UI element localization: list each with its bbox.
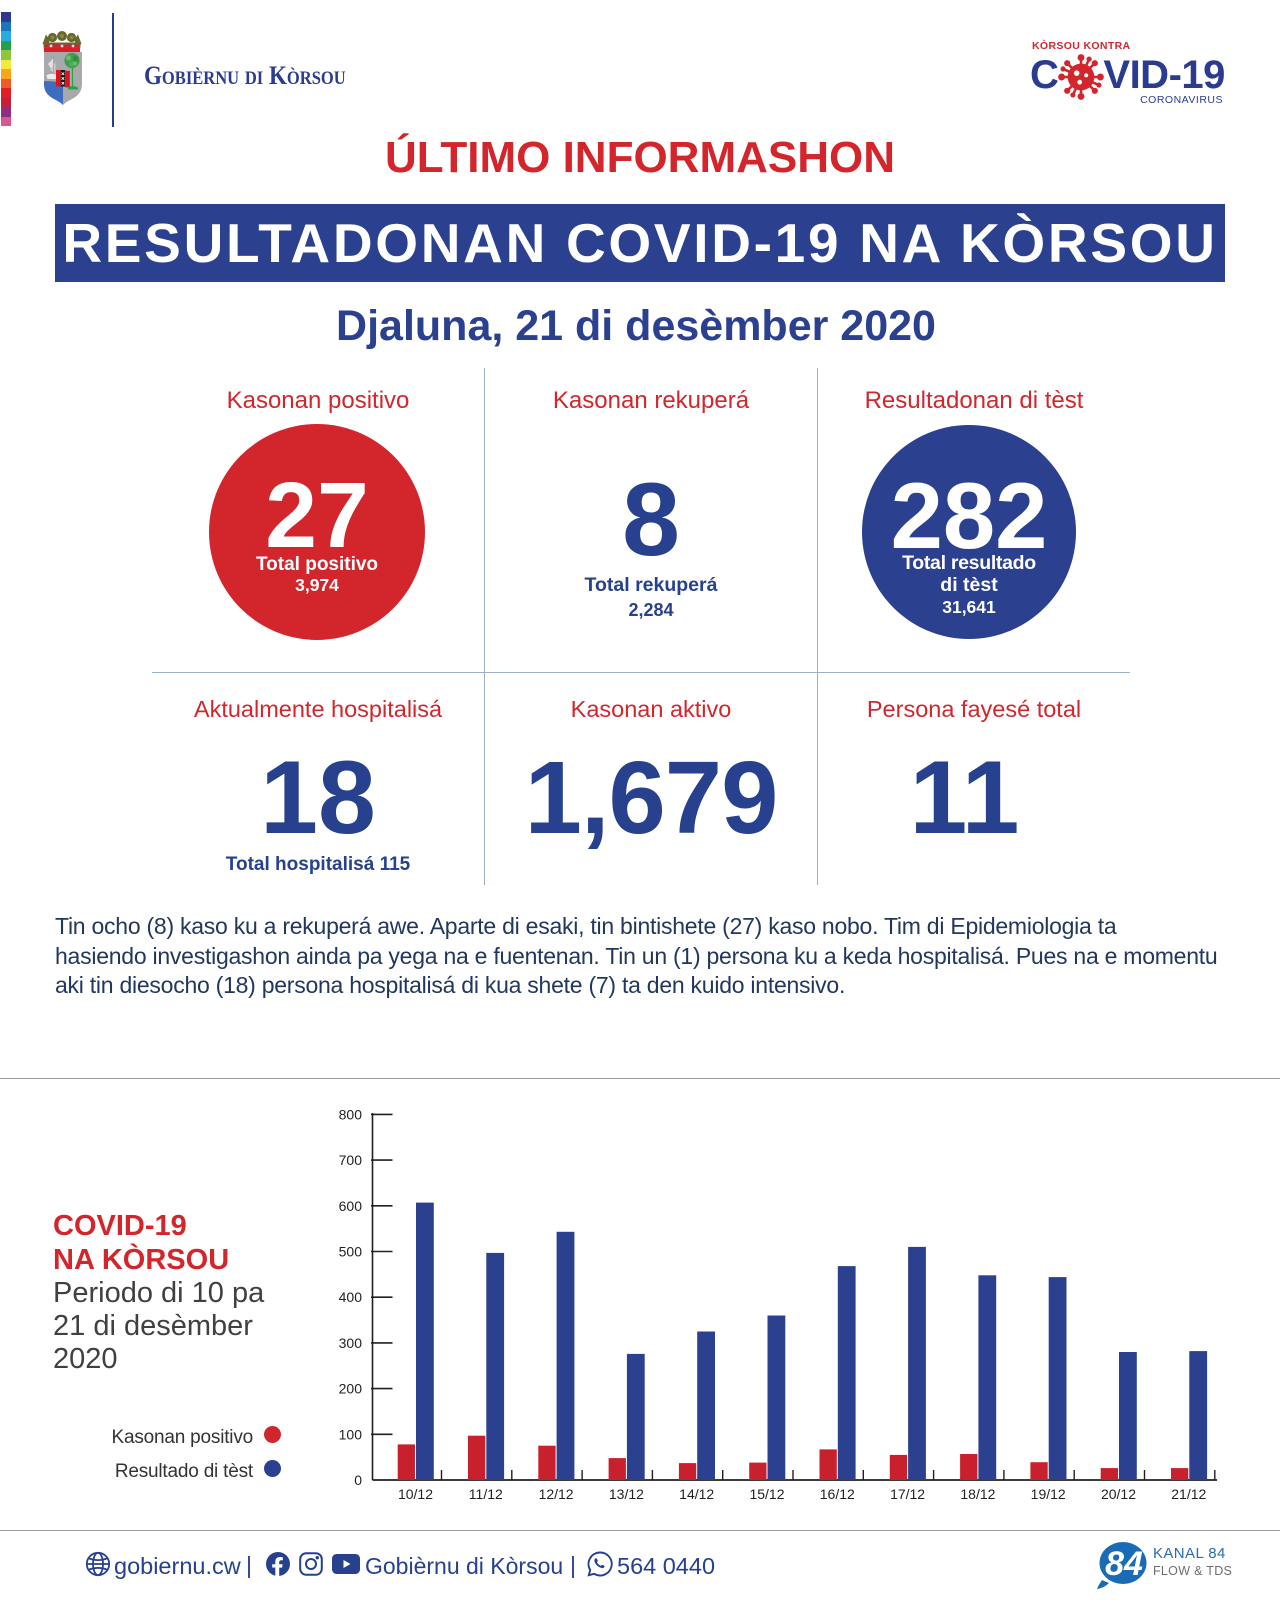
svg-text:21/12: 21/12 — [1171, 1486, 1206, 1502]
svg-text:15/12: 15/12 — [749, 1486, 784, 1502]
svg-text:600: 600 — [339, 1198, 363, 1214]
svg-text:16/12: 16/12 — [820, 1486, 855, 1502]
svg-text:800: 800 — [339, 1106, 363, 1122]
svg-text:200: 200 — [339, 1381, 363, 1397]
svg-text:100: 100 — [339, 1426, 363, 1442]
svg-text:18/12: 18/12 — [960, 1486, 995, 1502]
svg-text:700: 700 — [339, 1152, 363, 1168]
svg-text:FLOW & TDS: FLOW & TDS — [1153, 1564, 1232, 1578]
svg-text:14/12: 14/12 — [679, 1486, 714, 1502]
svg-text:20/12: 20/12 — [1101, 1486, 1136, 1502]
svg-text:300: 300 — [339, 1335, 363, 1351]
svg-text:400: 400 — [339, 1289, 363, 1305]
svg-text:12/12: 12/12 — [539, 1486, 574, 1502]
svg-text:10/12: 10/12 — [398, 1486, 433, 1502]
svg-text:500: 500 — [339, 1244, 363, 1260]
svg-text:0: 0 — [354, 1472, 362, 1488]
svg-text:KANAL 84: KANAL 84 — [1153, 1545, 1226, 1562]
svg-text:19/12: 19/12 — [1031, 1486, 1066, 1502]
svg-text:11/12: 11/12 — [469, 1486, 503, 1502]
svg-text:17/12: 17/12 — [890, 1486, 925, 1502]
svg-text:13/12: 13/12 — [609, 1486, 644, 1502]
svg-text:84: 84 — [1105, 1545, 1143, 1583]
